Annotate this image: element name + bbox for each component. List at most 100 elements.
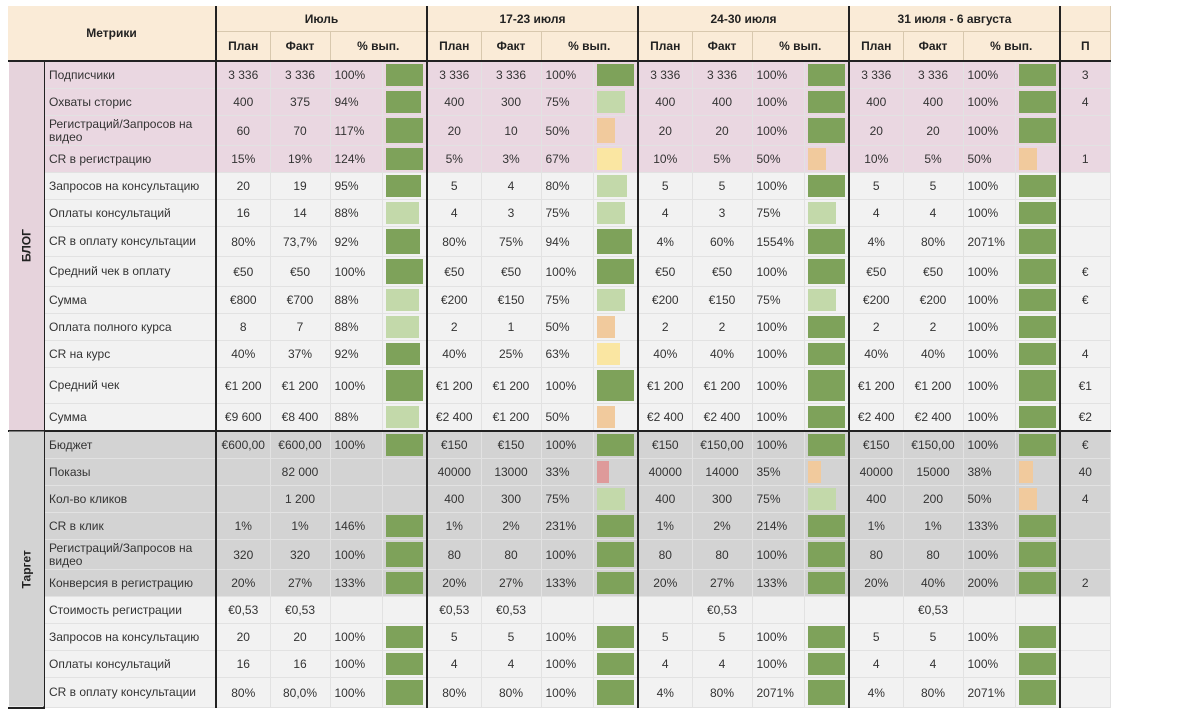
section-label-blog: БЛОГ [8,61,44,431]
progress-bar [1018,515,1056,537]
metric-row: Таргет Бюджет €600,00 €600,00 100% €150 €150 10… [8,431,1111,708]
percent-value: 88% [330,313,383,341]
plan-value: 80% [426,226,482,257]
plan-value: €0,53 [215,596,271,624]
percent-value: 100% [963,367,1016,404]
percent-value: 100% [963,286,1016,314]
progress-cell [593,569,639,597]
plan-value: 16 [215,650,271,678]
metric-label: Средний чек [44,367,217,404]
progress-cell [593,286,639,314]
progress-bar [1018,229,1056,254]
progress-bar [385,259,423,284]
progress-cell [804,172,850,200]
percent-value: 100% [963,256,1016,287]
percent-value: 75% [541,485,594,513]
progress-bar [1018,461,1033,483]
progress-cell [382,340,428,368]
metric-row: CR в оплату консультации 80% 73,7% 92% 80% 75… [8,226,1111,257]
progress-bar [596,515,634,537]
partial-column-header: П [1059,31,1111,62]
fact-value: 27% [481,569,542,597]
fact-value: 4 [692,650,753,678]
fact-value: €0,53 [692,596,753,624]
progress-cell [804,61,850,89]
metric-label: CR в регистрацию [44,145,217,173]
progress-cell [593,458,639,486]
plan-value: €150 [637,431,693,459]
percent-value: 100% [541,61,594,89]
progress-bar [807,572,845,594]
fact-value: 4 [903,199,964,227]
progress-bar [1018,406,1056,428]
progress-bar [596,289,625,311]
percent-value: 100% [330,650,383,678]
progress-bar [596,64,634,86]
percent-value: 100% [541,256,594,287]
plan-value: 10% [848,145,904,173]
plan-value: €1 200 [637,367,693,404]
progress-cell [593,431,639,459]
progress-bar [1018,542,1056,567]
plan-value: €50 [848,256,904,287]
progress-cell [1015,539,1061,570]
progress-cell [382,367,428,404]
fact-value: 400 [903,88,964,116]
fact-value: €2 400 [903,403,964,432]
plan-value: €50 [637,256,693,287]
percent-value: 63% [541,340,594,368]
percent-value: 75% [541,88,594,116]
partial-value: 2 [1059,569,1111,597]
fact-value: €150 [692,286,753,314]
plan-value: 4 [637,199,693,227]
percent-value: 1554% [752,226,805,257]
partial-value [1059,226,1111,257]
progress-cell [382,199,428,227]
plan-value: €200 [848,286,904,314]
progress-cell [804,431,850,459]
progress-cell [382,61,428,89]
partial-value [1059,512,1111,540]
fact-value: 80% [903,226,964,257]
progress-bar [385,175,422,197]
fact-value: 14000 [692,458,753,486]
fact-value: 3 336 [903,61,964,89]
progress-cell [1015,256,1061,287]
percent-value: 50% [541,403,594,432]
progress-bar [596,148,622,170]
progress-bar [807,488,836,510]
progress-bar [1018,289,1056,311]
progress-bar [807,461,821,483]
progress-cell [593,596,639,624]
plan-value: 3 336 [426,61,482,89]
fact-value: 5 [903,623,964,651]
fact-value: 2 [903,313,964,341]
fact-value: 5 [903,172,964,200]
plan-value: 20 [637,115,693,146]
plan-value: 20% [637,569,693,597]
progress-cell [382,286,428,314]
progress-cell [382,512,428,540]
percent-value [330,485,383,513]
metric-row: Запросов на консультацию 20 19 95% 5 4 80% 5 5 10… [8,172,1111,200]
progress-bar [1018,316,1056,338]
percent-value: 100% [330,367,383,404]
fact-value: 40% [903,340,964,368]
progress-bar [1018,488,1038,510]
percent-value: 33% [541,458,594,486]
progress-bar [596,229,632,254]
plan-value: 4 [848,199,904,227]
progress-cell [382,226,428,257]
percent-value: 100% [963,199,1016,227]
percent-value: 100% [330,539,383,570]
progress-cell [593,172,639,200]
metric-row: Охваты сторис 400 375 94% 400 300 75% 400 400 100… [8,88,1111,116]
percent-value: 100% [541,431,594,459]
progress-cell [1015,512,1061,540]
partial-value [1059,623,1111,651]
plan-value: 400 [637,88,693,116]
percent-value: 50% [963,485,1016,513]
percent-value: 95% [330,172,383,200]
fact-value: €50 [903,256,964,287]
percent-value: 100% [963,61,1016,89]
